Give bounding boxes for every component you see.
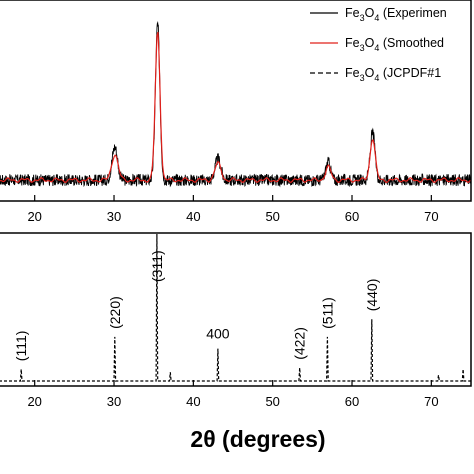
top-tick-label-40: 40 <box>186 209 200 224</box>
bottom-plot-frame <box>0 232 472 387</box>
bottom-tick-label-40: 40 <box>186 394 200 409</box>
bottom-tick-label-30: 30 <box>107 394 121 409</box>
peak-label-2: (311) <box>149 250 165 282</box>
top-panel: 20 30 40 50 60 70 Fe3O4 (Experimen Fe3O4 (Smoo… <box>0 0 472 224</box>
reference-pattern-line <box>0 233 471 382</box>
peak-label-6: (511) <box>319 297 335 329</box>
peak-label-0: (111) <box>13 331 29 362</box>
series-line-smoothed <box>0 31 471 184</box>
bottom-tick-label-50: 50 <box>265 394 279 409</box>
bottom-tick-label-70: 70 <box>424 394 438 409</box>
top-tick-label-20: 20 <box>27 209 41 224</box>
top-tick-label-30: 30 <box>107 209 121 224</box>
bottom-tick-label-60: 60 <box>345 394 359 409</box>
legend: Fe3O4 (Experimen Fe3O4 (Smoothed Fe3O4 (JC… <box>310 6 447 83</box>
legend-entry-2: Fe3O4 (JCPDF#1 <box>345 66 441 83</box>
peak-labels: (111) (220) (311) 400 (422) (511) (440) <box>13 250 380 361</box>
top-tick-label-70: 70 <box>424 209 438 224</box>
peak-label-1: (220) <box>107 296 123 329</box>
series-line-experimental <box>0 20 472 188</box>
legend-entry-0: Fe3O4 (Experimen <box>345 6 447 23</box>
peak-label-4: 400 <box>206 326 230 342</box>
top-tick-label-50: 50 <box>265 209 279 224</box>
top-x-ticks: 20 30 40 50 60 70 <box>27 195 439 224</box>
peak-label-7: (440) <box>364 279 380 312</box>
x-axis-label: 2θ (degrees) <box>190 426 325 452</box>
reference-pattern <box>0 233 471 382</box>
bottom-x-ticks: 20 30 40 50 60 70 <box>27 380 439 409</box>
top-plot-frame <box>0 0 472 202</box>
legend-entry-1: Fe3O4 (Smoothed <box>345 36 444 53</box>
peak-label-5: (422) <box>292 327 308 360</box>
top-series <box>0 20 472 188</box>
bottom-panel: 20 30 40 50 60 70 (111) (220) (311) 400 (422) (511… <box>0 232 472 452</box>
top-tick-label-60: 60 <box>345 209 359 224</box>
bottom-tick-label-20: 20 <box>27 394 41 409</box>
